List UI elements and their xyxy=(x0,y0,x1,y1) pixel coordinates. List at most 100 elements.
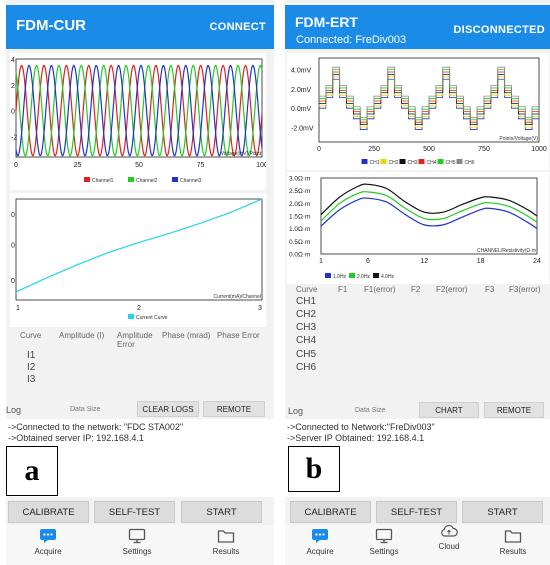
nav-cloud-label: Cloud xyxy=(438,542,460,551)
legend-label: CH3 xyxy=(408,160,418,166)
chat-bubble-icon xyxy=(312,529,328,543)
x-tick-label: 75 xyxy=(197,162,205,169)
curve-row-label: CH4 xyxy=(296,335,317,346)
self-test-button[interactable]: SELF-TEST xyxy=(376,501,457,523)
legend-swatch xyxy=(437,159,444,164)
y-tick-label: 0.0mV xyxy=(291,106,312,113)
start-button[interactable]: START xyxy=(181,501,262,523)
nav-results-label: Results xyxy=(499,547,527,556)
legend-swatch xyxy=(456,159,463,164)
nav-settings[interactable]: Settings xyxy=(110,525,164,565)
x-tick-label: 25 xyxy=(74,162,82,169)
table-header: Curve xyxy=(296,285,318,294)
legend-label: 2.0Hz xyxy=(357,274,371,280)
cloud-icon xyxy=(441,524,458,537)
curve-row-label: I2 xyxy=(27,362,36,373)
y-tick-label: 2.5Ω·m xyxy=(289,188,310,195)
remote-button[interactable]: REMOTE xyxy=(484,402,544,418)
series-line xyxy=(15,64,263,157)
log-line: ->Connected to Network:"FreDiv003" xyxy=(287,422,435,432)
nav-acquire-label: Acquire xyxy=(306,547,334,556)
panel-letter-b: b xyxy=(288,446,340,492)
legend-label: CH4 xyxy=(427,160,437,166)
x-tick-label: 1 xyxy=(16,305,20,312)
nav-acquire[interactable]: Acquire xyxy=(21,525,75,565)
chart-button[interactable]: CHART xyxy=(419,402,479,418)
legend-label: Channel1 xyxy=(92,178,114,184)
voltage-chart-svg: 4.0mV 2.0mV 0.0mV -2.0mV 0 250 500 750 1000 Point… xyxy=(291,57,547,166)
panel-letter-a: a xyxy=(6,446,58,496)
x-tick-label: 1000 xyxy=(531,146,547,153)
legend-swatch xyxy=(399,159,406,164)
series-line xyxy=(320,197,538,230)
legend-swatch xyxy=(380,159,387,164)
voltage-chart-svg: 4 2 0 -2 0 25 50 75 100 Voltage(mV)/Point Channel1… xyxy=(11,57,268,184)
start-button[interactable]: START xyxy=(462,501,543,523)
legend-label: Channel2 xyxy=(136,178,158,184)
series-line xyxy=(319,66,539,118)
voltage-chart: 4.0mV 2.0mV 0.0mV -2.0mV 0 250 500 750 1000 Point… xyxy=(287,53,549,170)
log-line: ->Server IP Obtained: 192.168.4.1 xyxy=(287,433,425,443)
legend-label: 4.0Hz xyxy=(381,274,395,280)
connect-button[interactable]: CONNECT xyxy=(209,21,266,33)
clear-logs-button[interactable]: CLEAR LOGS xyxy=(137,401,199,417)
app-header: FDM-ERT Connected: FreDiv003 DISCONNECTE… xyxy=(285,5,550,49)
x-tick-label: 3 xyxy=(258,305,262,312)
bottom-nav: Acquire Settings Results xyxy=(6,525,274,565)
data-size-label: Data Size xyxy=(70,406,101,413)
curve-row-label: CH6 xyxy=(296,362,317,373)
curve-row-label: CH5 xyxy=(296,349,317,360)
nav-cloud[interactable]: Cloud xyxy=(422,520,476,560)
bottom-nav: Acquire Settings Cloud Results xyxy=(285,524,550,565)
nav-settings[interactable]: Settings xyxy=(357,525,411,565)
app-title: FDM-ERT xyxy=(295,14,358,30)
log-title: Log xyxy=(288,406,304,416)
x-tick-label: 500 xyxy=(423,146,435,153)
y-tick-label: 0.0Ω·m xyxy=(289,252,310,259)
table-header: F3(error) xyxy=(509,285,541,294)
x-axis-label: CHANNEL/Resistivity(Ω·m xyxy=(477,248,536,254)
calibrate-button[interactable]: CALIBRATE xyxy=(290,501,371,523)
nav-settings-label: Settings xyxy=(369,547,399,556)
x-tick-label: 750 xyxy=(478,146,490,153)
y-tick-label: 0 xyxy=(11,242,15,249)
y-tick-label: 2 xyxy=(11,83,15,90)
monitor-icon xyxy=(128,528,146,544)
legend-swatch xyxy=(172,177,178,182)
x-axis-label: Current(mA)/Channel xyxy=(213,294,261,300)
y-tick-label: 1.0Ω·m xyxy=(289,226,310,233)
fdm-ert-screen: FDM-ERT Connected: FreDiv003 DISCONNECTE… xyxy=(285,0,550,565)
y-tick-label: -2 xyxy=(11,134,17,141)
series-line xyxy=(320,191,538,223)
nav-results[interactable]: Results xyxy=(199,525,253,565)
x-tick-label: 50 xyxy=(135,162,143,169)
current-chart-svg: 0 0 0 1 2 3 Current(mA)/Channel Current Curve xyxy=(11,198,263,321)
self-test-button[interactable]: SELF-TEST xyxy=(94,501,175,523)
series-line xyxy=(320,183,538,217)
nav-acquire[interactable]: Acquire xyxy=(293,525,347,565)
table-header: Amplitude (I) xyxy=(59,331,105,340)
x-tick-label: 0 xyxy=(317,146,321,153)
table-header: F2(error) xyxy=(436,285,468,294)
legend-swatch xyxy=(349,273,355,278)
disconnect-button[interactable]: DISCONNECTED xyxy=(453,24,545,36)
current-chart: 0 0 0 1 2 3 Current(mA)/Channel Current Curve xyxy=(10,193,266,327)
series-line xyxy=(15,64,263,157)
fdm-cur-screen: FDM-CUR CONNECT 4 2 0 -2 0 25 50 75 100 Voltage(m… xyxy=(6,0,274,565)
x-axis-label: Points/Voltage(V) xyxy=(499,136,538,142)
y-tick-label: 0 xyxy=(11,278,15,285)
table-header: F1 xyxy=(338,285,348,294)
remote-button[interactable]: REMOTE xyxy=(203,401,265,417)
resistivity-chart-svg: 3.0Ω·m 2.5Ω·m 2.0Ω·m 1.5Ω·m 1.0Ω·m 0.5Ω·m 0.0Ω… xyxy=(289,176,541,281)
y-tick-label: 0 xyxy=(11,109,15,116)
legend-swatch xyxy=(361,159,368,164)
y-tick-label: 4.0mV xyxy=(291,68,312,75)
nav-acquire-label: Acquire xyxy=(34,547,62,556)
y-tick-label: 2.0mV xyxy=(291,87,312,94)
calibrate-button[interactable]: CALIBRATE xyxy=(8,501,89,523)
nav-results[interactable]: Results xyxy=(486,525,540,565)
curve-row-label: CH1 xyxy=(296,296,317,307)
legend-swatch xyxy=(128,177,134,182)
y-tick-label: 2.0Ω·m xyxy=(289,201,310,208)
y-tick-label: 0.5Ω·m xyxy=(289,239,310,246)
